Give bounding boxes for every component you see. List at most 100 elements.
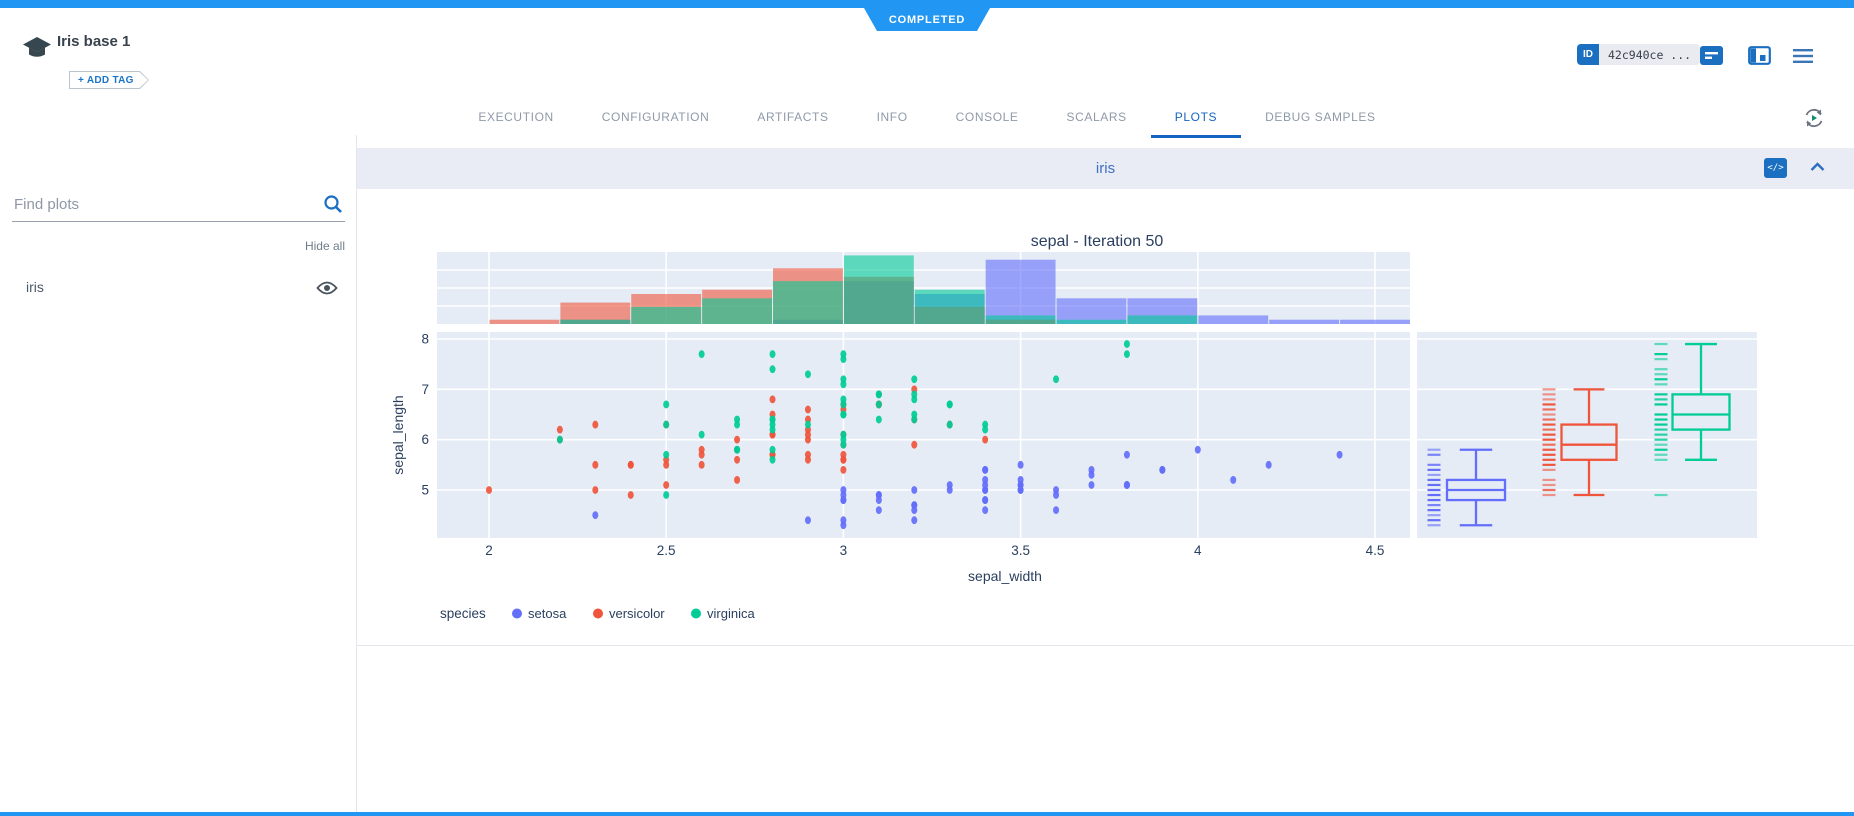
hide-all-button[interactable]: Hide all: [304, 239, 345, 253]
search-input[interactable]: [12, 188, 311, 220]
scatter-point-setosa: [840, 516, 847, 525]
box-versicolor: [1560, 423, 1618, 461]
embed-code-icon[interactable]: </>: [1764, 158, 1787, 178]
scatter-point-setosa: [840, 486, 847, 494]
scatter-point-setosa: [982, 506, 989, 515]
legend-marker-virginica[interactable]: [691, 608, 701, 619]
scatter-point-virginica: [769, 365, 776, 374]
tab-execution[interactable]: EXECUTION: [478, 110, 554, 124]
legend-label-versicolor[interactable]: versicolor: [609, 606, 665, 621]
scatter-point-virginica: [769, 445, 776, 454]
scatter-point-setosa: [911, 516, 918, 525]
scatter-point-versicolor: [663, 460, 670, 469]
tab-console[interactable]: CONSOLE: [955, 110, 1019, 124]
scatter-point-virginica: [1123, 340, 1130, 348]
scatter-point-versicolor: [804, 405, 811, 414]
sidebar-item-iris[interactable]: iris: [0, 272, 357, 306]
plot-group-title: iris: [1095, 160, 1116, 177]
auto-refresh-icon[interactable]: [1800, 104, 1828, 132]
scatter-point-versicolor: [840, 465, 847, 474]
legend-marker-versicolor[interactable]: [593, 608, 603, 619]
scatter-point-virginica: [734, 445, 741, 454]
scatter-point-virginica: [769, 420, 776, 429]
box-virginica: [1671, 393, 1731, 431]
experiment-notes-icon[interactable]: [1700, 46, 1723, 65]
scatter-point-virginica: [875, 390, 882, 399]
scatter-point-setosa: [1123, 481, 1130, 489]
hist-bar-setosa: [1269, 319, 1340, 324]
scatter-point-setosa: [1265, 460, 1272, 469]
scatter-point-virginica: [804, 420, 811, 429]
plots-sidebar: [0, 135, 357, 816]
scatter-point-virginica: [556, 435, 563, 444]
tab-artifacts[interactable]: ARTIFACTS: [757, 110, 829, 124]
search-field[interactable]: [12, 188, 345, 222]
scatter-point-virginica: [804, 370, 811, 379]
scatter-point-setosa: [875, 491, 882, 499]
tab-info[interactable]: INFO: [876, 110, 908, 124]
scatter-point-versicolor: [592, 460, 599, 469]
scatter-point-versicolor: [769, 395, 776, 404]
legend-marker-setosa[interactable]: [512, 608, 522, 619]
hist-bar-virginica: [702, 298, 773, 324]
scatter-point-versicolor: [804, 435, 811, 444]
scatter-point-virginica: [946, 420, 953, 429]
scatter-point-virginica: [840, 375, 847, 384]
scatter-point-virginica: [946, 400, 953, 409]
scatter-point-virginica: [1123, 350, 1130, 359]
scatter-point-virginica: [663, 400, 670, 409]
scatter-point-versicolor: [734, 455, 741, 464]
y-axis-title: sepal_length: [390, 395, 406, 474]
hist-bar-virginica: [631, 306, 702, 324]
hist-bar-versicolor: [489, 319, 560, 324]
scatter-point-setosa: [911, 506, 918, 515]
collapse-chevron-icon[interactable]: [1809, 161, 1826, 173]
hist-bar-setosa: [1340, 319, 1410, 324]
scatter-point-virginica: [663, 420, 670, 429]
tab-configuration[interactable]: CONFIGURATION: [601, 110, 710, 124]
add-tag-button[interactable]: + ADD TAG: [69, 71, 149, 89]
visibility-eye-icon[interactable]: [316, 280, 338, 296]
tab-scalars[interactable]: SCALARS: [1066, 110, 1127, 124]
bottom-accent-bar: [0, 812, 1854, 816]
experiment-id-chip[interactable]: ID 42c940ce ...: [1577, 44, 1701, 65]
scatter-point-virginica: [663, 491, 670, 499]
page-title: Iris base 1: [57, 33, 131, 50]
scatter-point-setosa: [982, 496, 989, 504]
hist-bar-virginica: [843, 255, 914, 324]
scatter-point-versicolor: [627, 491, 634, 499]
details-panel-icon[interactable]: [1748, 46, 1771, 65]
scatter-point-versicolor: [698, 460, 705, 469]
hist-bar-versicolor: [560, 302, 631, 324]
legend-title: species: [440, 606, 486, 621]
plot-item-label: iris: [26, 279, 44, 295]
legend-label-virginica[interactable]: virginica: [707, 606, 755, 621]
tab-plots[interactable]: PLOTS: [1150, 98, 1242, 138]
scatter-point-virginica: [769, 455, 776, 464]
x-tick-label: 4: [1194, 543, 1202, 558]
iris-scatter-figure[interactable]: sepal - Iteration 50 5 6 7 8 2 2.5 3 3.5 4 4.5 sepa…: [357, 189, 1854, 645]
x-tick-label: 2: [485, 543, 493, 558]
legend-label-setosa[interactable]: setosa: [528, 606, 567, 621]
scatter-point-virginica: [982, 425, 989, 434]
tab-bar: EXECUTION CONFIGURATION ARTIFACTS INFO CONSO…: [0, 98, 1854, 138]
x-tick-label: 2.5: [657, 543, 676, 558]
scatter-point-versicolor: [556, 425, 563, 434]
scatter-point-virginica: [769, 350, 776, 359]
menu-icon[interactable]: [1793, 48, 1813, 64]
hist-bar-virginica: [1056, 319, 1127, 324]
scatter-point-setosa: [592, 511, 599, 520]
scatter-point-virginica: [663, 450, 670, 459]
hist-bar-virginica: [773, 281, 843, 324]
y-tick-label: 5: [421, 483, 429, 498]
scatter-point-virginica: [840, 410, 847, 419]
scatter-point-virginica: [734, 420, 741, 429]
scatter-point-setosa: [804, 516, 811, 525]
scatter-point-setosa: [1017, 476, 1024, 484]
status-badge: COMPLETED: [864, 8, 990, 31]
search-icon[interactable]: [323, 194, 343, 214]
scatter-point-setosa: [840, 496, 847, 504]
scatter-point-setosa: [1230, 476, 1237, 484]
scatter-point-setosa: [1159, 465, 1166, 474]
tab-debug-samples[interactable]: DEBUG SAMPLES: [1265, 110, 1376, 124]
